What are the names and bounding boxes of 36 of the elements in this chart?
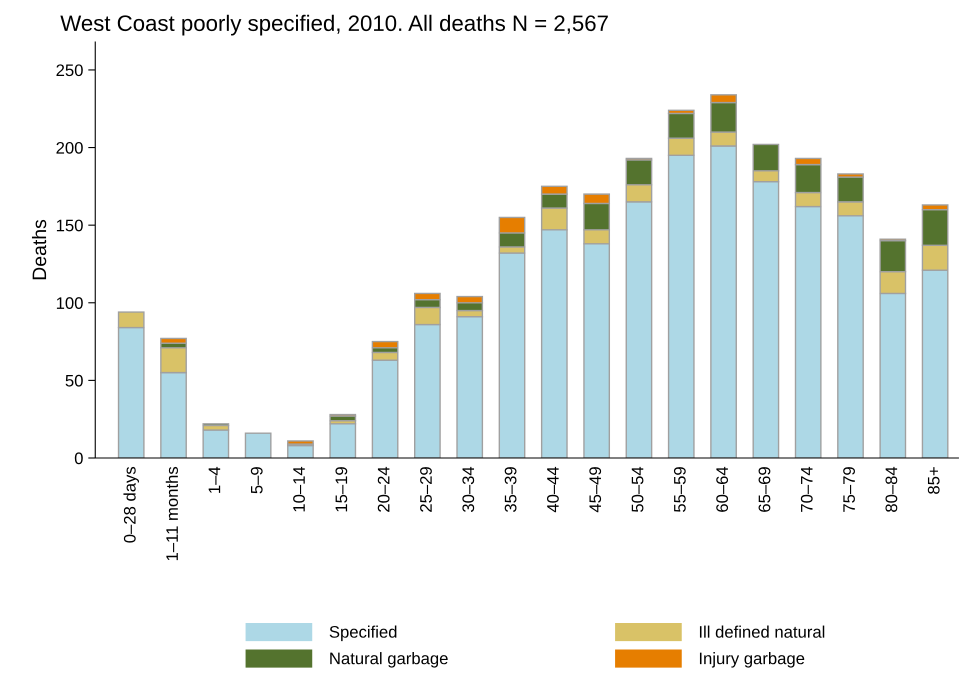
- y-tick-label: 0: [74, 452, 83, 464]
- y-tick-label: 50: [66, 374, 83, 387]
- legend-label: Natural garbage: [330, 652, 448, 668]
- y-axis-title: Deaths: [32, 220, 46, 280]
- legend-label: Injury garbage: [700, 652, 804, 668]
- bar: [287, 440, 314, 445]
- y-tick-label: 200: [56, 142, 83, 154]
- x-tick-label: 60–64: [716, 466, 728, 512]
- x-tick-label: 75–79: [843, 467, 855, 512]
- y-tick-label: 100: [56, 297, 83, 309]
- x-tick-label: 40–44: [547, 466, 559, 512]
- y-tick-label: 250: [56, 64, 83, 76]
- x-tick-label: 65–69: [758, 467, 770, 512]
- x-tick-label: 85+: [928, 467, 940, 494]
- bar: [244, 432, 272, 458]
- x-tick-label: 1–4: [208, 466, 220, 493]
- x-tick-label: 30–34: [462, 466, 474, 512]
- x-tick-label: 45–49: [589, 467, 602, 512]
- x-tick-label: 50–54: [632, 466, 644, 512]
- y-tick-label: 150: [56, 220, 83, 232]
- x-tick-label: 25–29: [420, 467, 432, 512]
- legend-label: Ill defined natural: [700, 626, 824, 638]
- x-tick-label: 80–84: [885, 466, 898, 512]
- bar: [202, 429, 230, 458]
- chart-title: West Coast poorly specified, 2010. All deaths N = 2,567: [60, 14, 608, 36]
- x-tick-label: 20–24: [378, 466, 390, 512]
- x-tick-label: 5–9: [250, 467, 263, 494]
- x-tick-label: 55–59: [674, 467, 686, 512]
- x-tick-label: 35–39: [504, 467, 516, 512]
- bar: [329, 423, 356, 458]
- x-tick-label: 70–74: [800, 466, 813, 512]
- legend-label: Specified: [330, 626, 396, 642]
- x-tick-label: 0–28 days: [123, 466, 139, 543]
- x-tick-label: 1–11 months: [166, 466, 178, 560]
- x-tick-label: 15–19: [335, 467, 348, 512]
- x-tick-label: 10–14: [293, 466, 305, 512]
